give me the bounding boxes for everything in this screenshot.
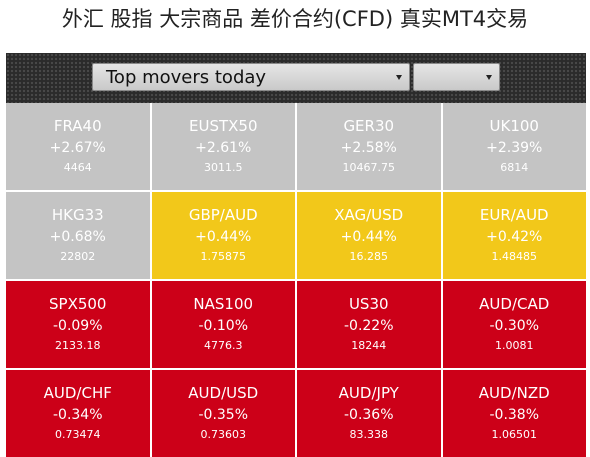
period-select-label: Top movers today (106, 67, 267, 88)
mover-change: -0.09% (52, 318, 103, 334)
mover-price: 2133.18 (55, 339, 101, 352)
mover-symbol: US30 (348, 295, 389, 313)
mover-symbol: EUR/AUD (479, 206, 549, 224)
mover-symbol: AUD/CHF (43, 384, 112, 402)
mover-price: 16.285 (349, 250, 389, 263)
mover-change: +2.58% (340, 140, 397, 156)
mover-change: +0.44% (195, 229, 252, 245)
mover-change: -0.30% (489, 318, 540, 334)
mover-price: 1.06501 (491, 428, 538, 441)
chevron-down-icon (486, 75, 492, 80)
mover-tile[interactable]: AUD/CAD -0.30% 1.0081 (442, 281, 586, 368)
mover-symbol: NAS100 (193, 295, 254, 313)
mover-tile[interactable]: SPX500 -0.09% 2133.18 (6, 281, 150, 368)
mover-price: 1.48485 (491, 250, 538, 263)
mover-price: 4776.3 (204, 339, 243, 352)
mover-tile[interactable]: EUR/AUD +0.42% 1.48485 (442, 192, 586, 279)
mover-symbol: HKG33 (51, 206, 104, 224)
mover-price: 1.75875 (200, 250, 247, 263)
mover-price: 0.73603 (200, 428, 247, 441)
widget-toolbar: Top movers today (6, 53, 586, 103)
mover-change: -0.34% (52, 407, 103, 423)
mover-price: 3011.5 (204, 161, 243, 174)
mover-tile[interactable]: XAG/USD +0.44% 16.285 (297, 192, 441, 279)
mover-tile[interactable]: GBP/AUD +0.44% 1.75875 (151, 192, 295, 279)
mover-price: 1.0081 (495, 339, 534, 352)
mover-symbol: XAG/USD (334, 206, 404, 224)
mover-symbol: EUSTX50 (188, 117, 258, 135)
mover-price: 0.73474 (55, 428, 101, 441)
mover-change: -0.22% (343, 318, 394, 334)
mover-change: +0.42% (486, 229, 543, 245)
mover-tile[interactable]: EUSTX50 +2.61% 3011.5 (151, 103, 295, 190)
mover-tile[interactable]: NAS100 -0.10% 4776.3 (151, 281, 295, 368)
chevron-down-icon (396, 75, 402, 80)
mover-price: 83.338 (349, 428, 389, 441)
mover-symbol: FRA40 (53, 117, 102, 135)
mover-symbol: AUD/USD (188, 384, 259, 402)
mover-price: 10467.75 (342, 161, 396, 174)
mover-price: 4464 (63, 161, 92, 174)
movers-grid: FRA40 +2.67% 4464 EUSTX50 +2.61% 3011.5 GER30 +… (6, 103, 586, 457)
filter-select[interactable] (413, 63, 500, 91)
mover-change: -0.35% (198, 407, 249, 423)
mover-change: +2.39% (486, 140, 543, 156)
period-select[interactable]: Top movers today (92, 63, 410, 91)
mover-symbol: GER30 (343, 117, 395, 135)
mover-tile[interactable]: AUD/NZD -0.38% 1.06501 (442, 370, 586, 457)
mover-change: -0.38% (489, 407, 540, 423)
mover-symbol: UK100 (489, 117, 539, 135)
mover-symbol: SPX500 (49, 295, 107, 313)
mover-price: 22802 (60, 250, 96, 263)
mover-price: 18244 (351, 339, 387, 352)
mover-tile[interactable]: HKG33 +0.68% 22802 (6, 192, 150, 279)
mover-tile[interactable]: US30 -0.22% 18244 (297, 281, 441, 368)
mover-change: -0.36% (343, 407, 394, 423)
mover-symbol: AUD/JPY (338, 384, 399, 402)
mover-change: +0.68% (49, 229, 106, 245)
page-title: 外汇 股指 大宗商品 差价合约(CFD) 真实MT4交易 (61, 7, 529, 31)
mover-tile[interactable]: AUD/CHF -0.34% 0.73474 (6, 370, 150, 457)
mover-change: +0.44% (340, 229, 397, 245)
mover-change: +2.67% (49, 140, 106, 156)
mover-tile[interactable]: AUD/USD -0.35% 0.73603 (151, 370, 295, 457)
mover-change: -0.10% (198, 318, 249, 334)
mover-price: 6814 (500, 161, 529, 174)
mover-tile[interactable]: AUD/JPY -0.36% 83.338 (297, 370, 441, 457)
mover-change: +2.61% (195, 140, 252, 156)
mover-tile[interactable]: FRA40 +2.67% 4464 (6, 103, 150, 190)
mover-symbol: AUD/CAD (479, 295, 550, 313)
mover-symbol: AUD/NZD (478, 384, 550, 402)
mover-tile[interactable]: GER30 +2.58% 10467.75 (297, 103, 441, 190)
mover-symbol: GBP/AUD (188, 206, 258, 224)
top-movers-widget: Top movers today FRA40 +2.67% 4464 EUSTX50 +… (6, 53, 586, 457)
mover-tile[interactable]: UK100 +2.39% 6814 (442, 103, 586, 190)
